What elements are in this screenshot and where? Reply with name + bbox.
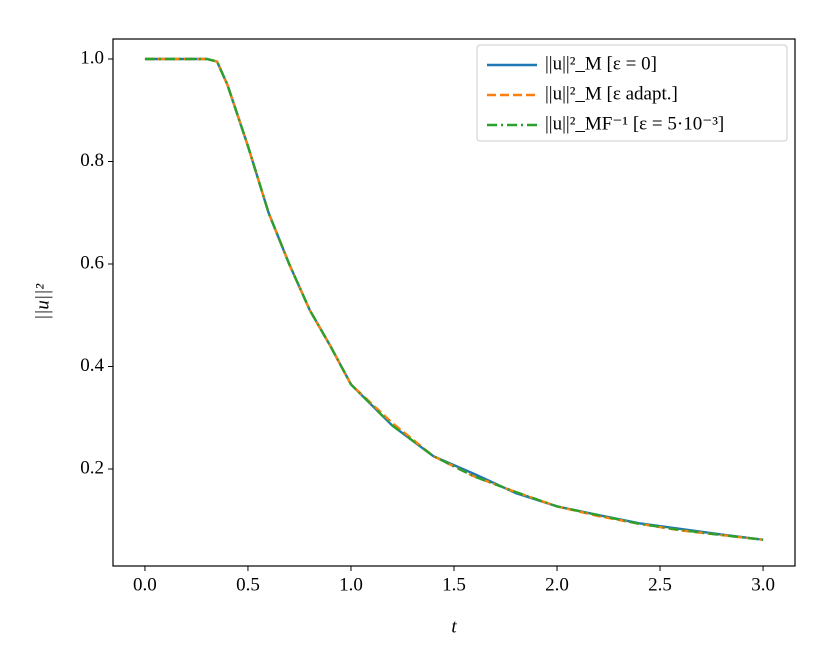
legend-label: ||u||²_M [ε adapt.] xyxy=(545,83,678,104)
x-axis-label: t xyxy=(451,616,457,637)
legend-label: ||u||²_M [ε = 0] xyxy=(545,53,657,74)
x-tick-label: 1.5 xyxy=(442,574,466,595)
x-tick-label: 0.5 xyxy=(236,574,260,595)
x-tick-label: 2.0 xyxy=(545,574,569,595)
x-tick-label: 3.0 xyxy=(751,574,775,595)
y-axis-label: ||u||² xyxy=(32,284,53,320)
y-tick-label: 1.0 xyxy=(80,47,104,68)
x-tick-label: 2.5 xyxy=(648,574,672,595)
line-series xyxy=(144,57,764,541)
x-tick-label: 1.0 xyxy=(339,574,363,595)
y-tick-label: 0.8 xyxy=(80,150,104,171)
y-tick-label: 0.6 xyxy=(80,252,104,273)
y-tick-label: 0.2 xyxy=(80,457,104,478)
x-tick-label: 0.0 xyxy=(133,574,157,595)
y-tick-label: 0.4 xyxy=(80,355,104,376)
legend-label: ||u||²_MF⁻¹ [ε = 5·10⁻³] xyxy=(545,113,724,134)
legend-box xyxy=(476,44,788,142)
